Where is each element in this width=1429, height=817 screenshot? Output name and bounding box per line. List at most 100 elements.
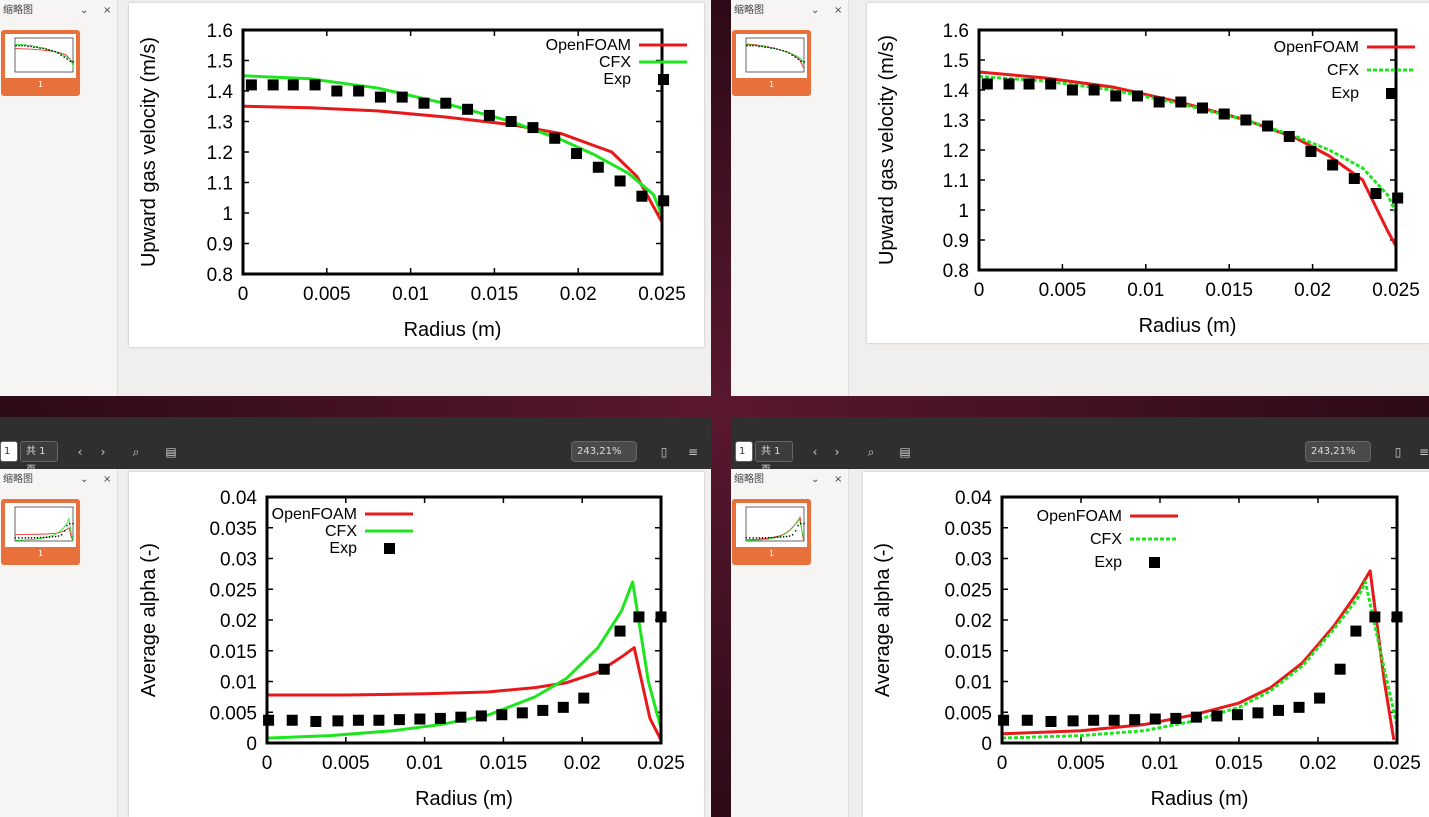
page-number-input[interactable]: 1	[0, 441, 18, 462]
thumbnail-marker	[761, 45, 763, 48]
exp-marker	[1021, 714, 1033, 726]
x-tick-label: 0.005	[1057, 753, 1105, 774]
menu-icon[interactable]: ≡	[1418, 445, 1429, 459]
zoom-select[interactable]: 243,21% ⌄	[571, 441, 637, 476]
thumbnail-marker	[42, 47, 44, 49]
thumbnail-marker	[770, 536, 773, 539]
x-tick-label: 0.005	[1039, 280, 1087, 301]
close-icon[interactable]: ×	[834, 474, 843, 485]
thumbnail-plot-frame	[14, 506, 74, 542]
exp-marker	[1153, 96, 1165, 108]
thumbnail-marker	[45, 536, 48, 538]
page-icon[interactable]: ▯	[1394, 445, 1402, 459]
thumbnail-page-number: 1	[768, 80, 775, 89]
exp-marker	[496, 709, 508, 721]
y-axis-label: Average alpha (-)	[872, 543, 894, 697]
plot-frame	[977, 28, 1398, 272]
thumbnail-marker	[54, 535, 57, 538]
exp-marker	[998, 714, 1010, 726]
x-tick-label: 0.025	[637, 753, 685, 774]
thumbnail-marker	[39, 47, 41, 49]
exp-marker	[455, 711, 467, 723]
y-tick-label: 1.5	[943, 51, 969, 72]
thumbnail-chart	[14, 37, 74, 73]
exp-marker	[331, 85, 343, 97]
thumbnail-marker	[794, 530, 797, 532]
y-tick-label: 0.8	[207, 265, 233, 286]
chevron-left-icon[interactable]: ‹	[77, 445, 83, 459]
exp-marker	[462, 103, 474, 115]
y-tick-label: 0.04	[955, 488, 992, 509]
exp-marker	[598, 663, 610, 675]
exp-marker	[1023, 78, 1035, 90]
thumbnail-marker	[803, 61, 805, 63]
sidebar-header: 缩略图 ⌄ ×	[731, 469, 848, 491]
thumbnail-marker	[794, 56, 796, 58]
exp-marker	[658, 195, 670, 207]
thumbnail-sidebar: 缩略图 ⌄ × 1	[0, 0, 118, 396]
close-icon[interactable]: ×	[103, 474, 112, 485]
thumbnail-marker	[745, 537, 747, 539]
x-tick-label: 0.025	[1373, 753, 1421, 774]
search-icon[interactable]: ⌕	[132, 445, 140, 459]
thumbnail-marker	[60, 534, 63, 536]
thumbnail-marker	[27, 537, 30, 539]
exp-marker	[434, 712, 446, 724]
exp-marker	[537, 704, 549, 716]
exp-marker	[1129, 714, 1141, 726]
chevron-left-icon[interactable]: ‹	[812, 445, 818, 459]
legend-label-openfoam: OpenFOAM	[546, 37, 631, 54]
y-tick-label: 0.025	[209, 580, 257, 601]
exp-marker	[263, 714, 275, 726]
chevron-right-icon[interactable]: ›	[834, 445, 840, 459]
thumbnail-marker	[14, 537, 16, 539]
chevron-right-icon[interactable]: ›	[100, 445, 106, 459]
close-icon[interactable]: ×	[834, 5, 843, 16]
legend-label-openfoam: OpenFOAM	[272, 506, 357, 523]
chevron-down-icon[interactable]: ⌄	[811, 5, 820, 16]
exp-marker	[373, 714, 385, 726]
zoom-select[interactable]: 243,21% ⌄	[1305, 441, 1371, 476]
page-icon[interactable]: ▯	[660, 445, 668, 459]
menu-icon[interactable]: ≡	[687, 445, 699, 459]
viewer-window-bottom-right: 1 共 1 页 ‹ › ⌕ ▤ 243,21% ⌄ ▯ ≡ 缩略图 ⌄ × 1 …	[731, 417, 1429, 817]
chevron-down-icon[interactable]: ⌄	[811, 474, 820, 485]
viewer-window-bottom-left: 1 共 1 页 ‹ › ⌕ ▤ 243,21% ⌄ ▯ ≡ 缩略图 ⌄ × 1 …	[0, 417, 711, 817]
thumbnail-marker	[758, 537, 761, 539]
page-thumbnail[interactable]: 1	[732, 30, 811, 96]
thumbnail-marker	[57, 535, 60, 537]
close-icon[interactable]: ×	[103, 5, 112, 16]
chart-bottom-right: 0 0.005 0.01 0.015 0.02 0.025 0 0.005 0.01 0.015 0…	[872, 488, 1421, 810]
page-number-input[interactable]: 1	[735, 441, 753, 462]
page-thumbnail[interactable]: 1	[1, 30, 80, 96]
exp-marker	[414, 713, 426, 725]
thumbnail-page-number: 1	[37, 549, 44, 558]
search-icon[interactable]: ⌕	[867, 445, 875, 459]
y-tick-label: 0.9	[943, 231, 969, 252]
plot-area	[1002, 569, 1397, 741]
y-tick-label: 0.005	[209, 703, 257, 724]
y-axis-label: Upward gas velocity (m/s)	[138, 37, 160, 267]
chevron-down-icon[interactable]: ⌄	[80, 5, 89, 16]
y-tick-label: 0.01	[955, 673, 992, 694]
series-line-openfoam	[267, 646, 661, 741]
thumbnail-sidebar: 缩略图 ⌄ × 1	[731, 0, 849, 396]
chevron-down-icon[interactable]: ⌄	[80, 474, 89, 485]
x-axis-label: Radius (m)	[1139, 315, 1237, 337]
page-thumbnail[interactable]: 1	[732, 499, 811, 565]
thumbnail-marker	[800, 522, 802, 525]
x-tick-label: 0.015	[1215, 753, 1263, 774]
exp-marker	[1088, 714, 1100, 726]
x-tick-label: 0	[997, 753, 1008, 774]
thumbnail-marker	[18, 537, 20, 539]
sidebar-title: 缩略图	[734, 474, 764, 485]
thumbnail-chart	[745, 37, 805, 73]
clipboard-icon[interactable]: ▤	[899, 445, 911, 459]
thumbnail-marker	[57, 52, 59, 54]
exp-marker	[1334, 663, 1346, 675]
sidebar-title: 缩略图	[734, 5, 764, 16]
exp-marker	[1293, 701, 1305, 713]
legend-label-exp: Exp	[603, 71, 631, 88]
clipboard-icon[interactable]: ▤	[165, 445, 177, 459]
page-thumbnail[interactable]: 1	[1, 499, 80, 565]
